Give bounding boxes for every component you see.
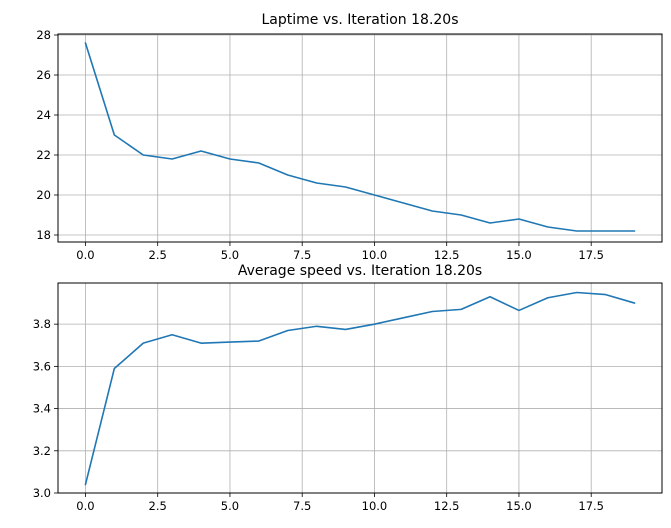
series-line [84, 42, 636, 232]
x-tick-label: 17.5 [578, 248, 604, 262]
line-layer [84, 291, 636, 486]
y-tick-label: 28 [36, 28, 51, 42]
x-tick-label: 10.0 [362, 248, 388, 262]
grid-layer [58, 283, 662, 494]
grid-layer [58, 34, 662, 242]
chart-title: Average speed vs. Iteration 18.20s [238, 263, 482, 279]
y-tick-label: 26 [36, 68, 51, 82]
y-tick-label: 22 [36, 148, 51, 162]
average-speed-chart: Average speed vs. Iteration 18.20s 0.0 2.… [33, 263, 663, 513]
line-layer [84, 42, 636, 232]
x-tick-label: 12.5 [434, 248, 460, 262]
series-line [84, 291, 636, 486]
x-tick-label: 2.5 [149, 499, 167, 513]
x-tick-label: 0.0 [76, 248, 94, 262]
x-tick-label: 5.0 [221, 499, 239, 513]
x-tick-label: 12.5 [434, 499, 460, 513]
x-tick-label: 0.0 [76, 499, 94, 513]
axes-frame [57, 282, 663, 494]
tick-layer: 0.0 2.5 5.0 7.5 10.0 12.5 15.0 17.5 3.0 3.2 3.4 3.6… [33, 317, 604, 513]
y-tick-label: 20 [36, 188, 51, 202]
x-tick-label: 7.5 [293, 248, 311, 262]
y-tick-label: 3.0 [33, 486, 51, 500]
chart-title: Laptime vs. Iteration 18.20s [261, 12, 458, 28]
x-tick-label: 5.0 [221, 248, 239, 262]
y-tick-label: 3.2 [33, 444, 51, 458]
x-tick-label: 7.5 [293, 499, 311, 513]
x-tick-label: 15.0 [506, 248, 532, 262]
y-tick-label: 3.6 [33, 359, 51, 373]
x-tick-label: 2.5 [149, 248, 167, 262]
x-tick-label: 17.5 [578, 499, 604, 513]
y-tick-label: 3.8 [33, 317, 51, 331]
x-tick-label: 10.0 [362, 499, 388, 513]
y-tick-label: 24 [36, 108, 51, 122]
tick-layer: 0.0 2.5 5.0 7.5 10.0 12.5 15.0 17.5 18 20 22 24 26 28 [36, 28, 604, 262]
x-tick-label: 15.0 [506, 499, 532, 513]
y-tick-label: 18 [36, 228, 51, 242]
axes-frame [57, 33, 663, 243]
laptime-chart: Laptime vs. Iteration 18.20s 0.0 2.5 5.0 7.… [36, 12, 663, 262]
y-tick-label: 3.4 [33, 402, 51, 416]
